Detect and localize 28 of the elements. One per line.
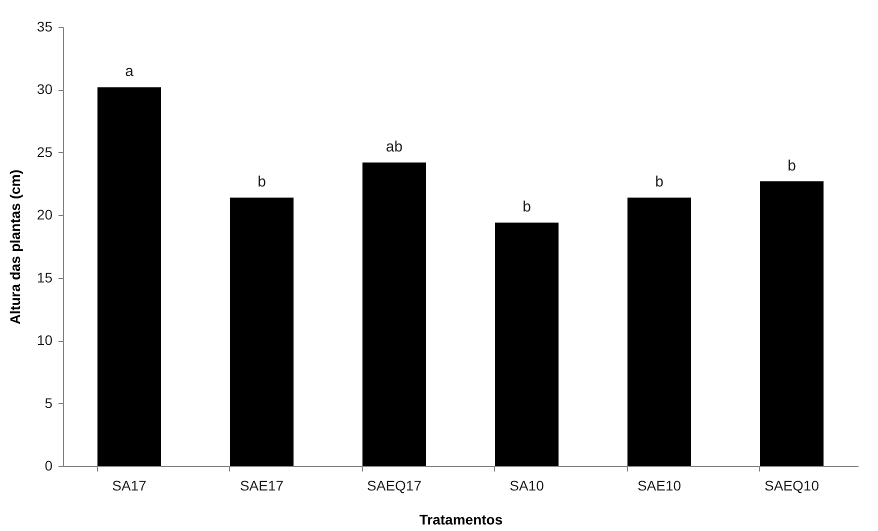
y-tick-label: 35 [36,18,53,34]
bar [362,162,426,466]
y-axis-title: Altura das plantas (cm) [6,170,23,324]
y-tick-label: 0 [44,458,53,474]
annotation: ab [386,138,403,156]
x-tick-label: SAEQ10 [764,478,820,494]
bar [627,198,692,466]
x-tick-label: SA17 [112,478,147,494]
x-axis-title: Tratamentos [419,512,503,528]
bar [494,222,559,466]
bar [230,198,294,466]
annotation: a [125,63,134,80]
x-tick-label: SAE10 [637,478,682,494]
x-tick-label: SA10 [510,478,544,494]
y-tick-label: 25 [36,144,53,160]
y-tick-label: 30 [36,81,53,98]
bar [97,87,162,466]
y-tick-label: 20 [36,206,53,223]
x-tick-label: SAE17 [240,478,284,494]
y-tick-label: 10 [36,332,53,348]
y-tick-label: 15 [36,269,53,286]
y-tick-label: 5 [44,394,53,411]
bar [760,181,824,466]
x-tick-label: SAEQ17 [367,478,422,494]
annotation: b [655,174,664,191]
annotation: b [522,198,531,216]
annotation: b [258,174,266,191]
annotation: b [788,157,796,174]
